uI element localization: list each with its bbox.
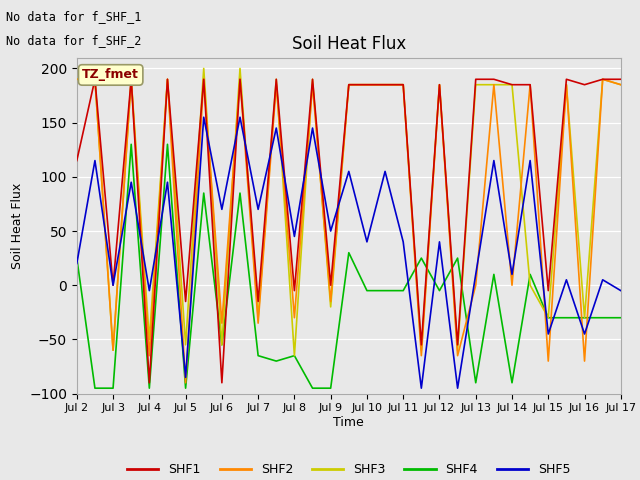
Text: No data for f_SHF_2: No data for f_SHF_2	[6, 34, 142, 47]
Text: TZ_fmet: TZ_fmet	[82, 69, 139, 82]
Y-axis label: Soil Heat Flux: Soil Heat Flux	[10, 182, 24, 269]
X-axis label: Time: Time	[333, 416, 364, 429]
Legend: SHF1, SHF2, SHF3, SHF4, SHF5: SHF1, SHF2, SHF3, SHF4, SHF5	[122, 458, 575, 480]
Text: No data for f_SHF_1: No data for f_SHF_1	[6, 10, 142, 23]
Title: Soil Heat Flux: Soil Heat Flux	[292, 35, 406, 53]
